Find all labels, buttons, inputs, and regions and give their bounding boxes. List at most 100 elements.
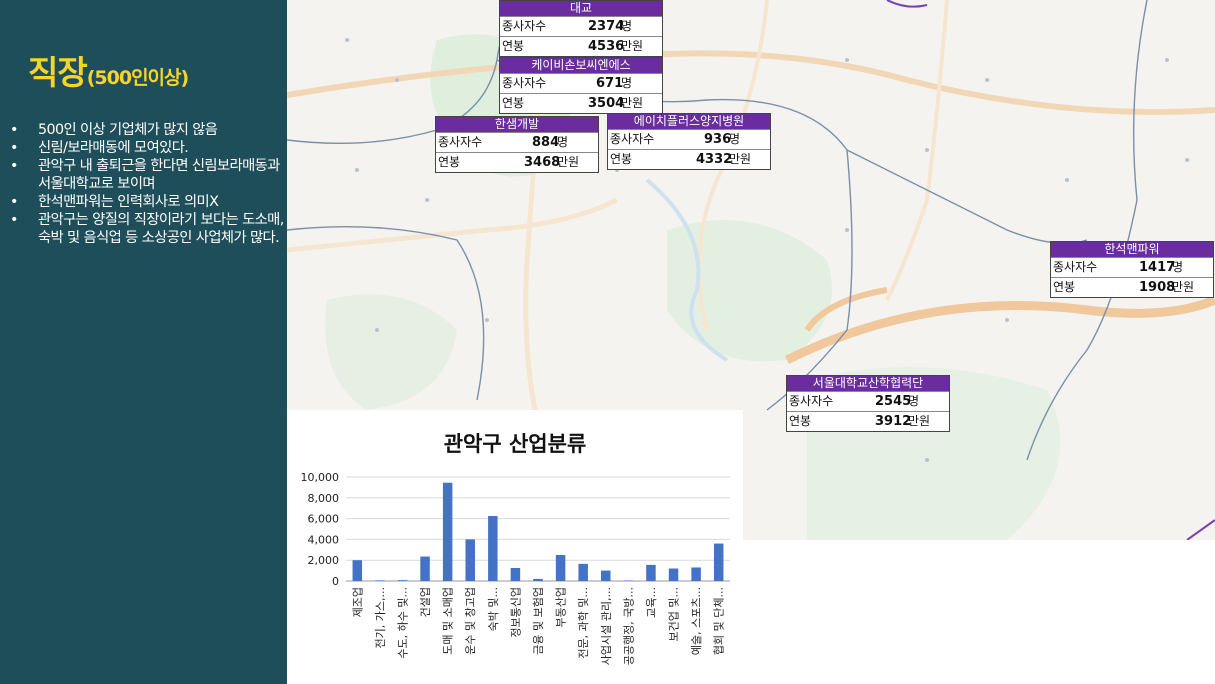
bar bbox=[713, 543, 724, 581]
company-box-hanseok[interactable]: 한석맨파워 종사자수 1417 명 연봉 1908 만원 bbox=[1050, 241, 1214, 298]
x-tick-label: 수도, 하수 및... bbox=[395, 587, 409, 659]
industry-chart: 관악구 산업분류 0 2,000 4,000 6,000 8,000 10,000 제조업 전… bbox=[287, 410, 743, 684]
y-tick-label: 0 bbox=[332, 575, 339, 588]
x-tick-label: 전문, 과학 및... bbox=[577, 587, 590, 659]
y-tick-label: 10,000 bbox=[301, 471, 340, 484]
bar bbox=[623, 580, 634, 581]
employees-value: 884 bbox=[532, 135, 560, 150]
y-tick-label: 2,000 bbox=[308, 554, 340, 567]
y-tick-label: 4,000 bbox=[308, 533, 340, 546]
salary-value: 3504 bbox=[588, 96, 625, 111]
employees-label: 종사자수 bbox=[502, 19, 547, 33]
employees-value: 671 bbox=[596, 76, 624, 91]
company-name: 대교 bbox=[500, 1, 662, 16]
x-tick-label: 정보통신업 bbox=[509, 587, 522, 638]
bullet-text: 신림/보라매동에 모여있다. bbox=[38, 140, 189, 156]
company-box-daekyo[interactable]: 대교 종사자수 2374 명 연봉 4536 만원 bbox=[499, 0, 663, 57]
bar bbox=[442, 482, 453, 581]
x-tick-label: 도매 및 소매업 bbox=[442, 587, 455, 655]
park-area bbox=[325, 294, 457, 410]
company-box-snu[interactable]: 서울대학교산학협력단 종사자수 2545 명 연봉 3912 만원 bbox=[786, 375, 950, 432]
bar bbox=[488, 516, 498, 581]
x-tick-label: 사업시설 관리,... bbox=[600, 587, 613, 665]
employees-row: 종사자수 936 명 bbox=[608, 129, 770, 149]
x-tick-label: 협회 및 단체... bbox=[713, 587, 726, 655]
x-tick-label: 운수 및 창고업 bbox=[464, 587, 477, 655]
bar bbox=[510, 568, 521, 581]
chart-svg: 0 2,000 4,000 6,000 8,000 10,000 제조업 전기, 가스,...… bbox=[301, 471, 730, 665]
bar bbox=[420, 556, 430, 581]
district-boundary bbox=[287, 225, 485, 401]
salary-value: 3468 bbox=[524, 155, 561, 170]
bar bbox=[555, 555, 566, 581]
person-unit: 명 bbox=[621, 19, 633, 33]
bullet-dot: • bbox=[10, 140, 18, 156]
bar bbox=[691, 567, 701, 581]
y-tick-label: 8,000 bbox=[308, 492, 340, 505]
bullet-text: 관악구 내 출퇴근을 한다면 신림보라매동과 서울대학교로 보이며 bbox=[38, 158, 280, 192]
company-box-hplus[interactable]: 에이치플러스양지병원 종사자수 936 명 연봉 4332 만원 bbox=[607, 113, 771, 170]
salary-row: 연봉 3468 만원 bbox=[436, 152, 598, 172]
employees-row: 종사자수 2374 명 bbox=[500, 16, 662, 36]
salary-row: 연봉 4332 만원 bbox=[608, 149, 770, 169]
x-tick-label: 교육... bbox=[645, 587, 658, 618]
employees-row: 종사자수 671 명 bbox=[500, 73, 662, 93]
district-outline bbox=[886, 0, 928, 8]
salary-row: 연봉 4536 만원 bbox=[500, 36, 662, 56]
company-name: 에이치플러스양지병원 bbox=[608, 114, 770, 129]
bullet-dot: • bbox=[10, 158, 18, 174]
bar bbox=[397, 580, 408, 581]
person-unit: 명 bbox=[729, 132, 741, 146]
salary-value: 4536 bbox=[588, 39, 625, 54]
bullet-item: • 500인 이상 기업체가 많지 않음 bbox=[10, 121, 285, 139]
company-name: 한샘개발 bbox=[436, 117, 598, 132]
salary-label: 연봉 bbox=[438, 155, 461, 169]
salary-unit: 만원 bbox=[621, 39, 644, 53]
bullet-item: • 한석맨파워는 인력회사로 의미X bbox=[10, 193, 285, 211]
stream bbox=[645, 178, 729, 362]
company-box-hanssem[interactable]: 한샘개발 종사자수 884 명 연봉 3468 만원 bbox=[435, 116, 599, 173]
bullet-dot: • bbox=[10, 194, 18, 210]
salary-unit: 만원 bbox=[557, 155, 580, 169]
salary-unit: 만원 bbox=[1172, 280, 1195, 294]
salary-unit: 만원 bbox=[729, 152, 752, 166]
x-tick-label: 예술, 스포츠... bbox=[690, 587, 703, 655]
employees-row: 종사자수 884 명 bbox=[436, 132, 598, 152]
company-box-kb[interactable]: 케이비손보씨엔에스 종사자수 671 명 연봉 3504 만원 bbox=[499, 57, 663, 114]
employees-row: 종사자수 2545 명 bbox=[787, 391, 949, 411]
park-area bbox=[667, 220, 832, 362]
map-road bbox=[287, 197, 619, 253]
map-road bbox=[885, 0, 949, 301]
person-unit: 명 bbox=[1172, 260, 1184, 274]
salary-unit: 만원 bbox=[908, 414, 931, 428]
bar bbox=[465, 539, 475, 581]
salary-label: 연봉 bbox=[1053, 280, 1076, 294]
x-tick-label: 금융 및 보험업 bbox=[532, 587, 545, 655]
left-panel: 직장(500인이상) • 500인 이상 기업체가 많지 않음 • 신림/보라매동에… bbox=[0, 0, 287, 684]
salary-label: 연봉 bbox=[502, 96, 525, 110]
bullet-list: • 500인 이상 기업체가 많지 않음 • 신림/보라매동에 모여있다. • 관악구… bbox=[10, 121, 285, 247]
salary-row: 연봉 1908 만원 bbox=[1051, 277, 1213, 297]
bullet-item: • 관악구는 양질의 직장이라기 보다는 도소매,숙박 및 음식업 등 소상공인 … bbox=[10, 211, 285, 247]
x-tick-label: 숙박 및... bbox=[487, 587, 500, 631]
bar bbox=[668, 568, 679, 581]
employees-label: 종사자수 bbox=[502, 76, 547, 90]
title-main: 직장 bbox=[28, 53, 88, 92]
district-boundary bbox=[846, 149, 1088, 244]
salary-row: 연봉 3912 만원 bbox=[787, 411, 949, 431]
employees-row: 종사자수 1417 명 bbox=[1051, 257, 1213, 277]
bar bbox=[375, 580, 385, 581]
salary-value: 3912 bbox=[875, 414, 912, 429]
employees-value: 936 bbox=[704, 132, 732, 147]
bar bbox=[352, 560, 363, 581]
bullet-text: 관악구는 양질의 직장이라기 보다는 도소매,숙박 및 음식업 등 소상공인 사… bbox=[38, 212, 284, 246]
salary-label: 연봉 bbox=[789, 414, 812, 428]
x-tick-label: 보건업 및... bbox=[668, 587, 681, 641]
bar bbox=[578, 563, 588, 581]
bullet-dot: • bbox=[10, 212, 18, 228]
company-name: 한석맨파워 bbox=[1051, 242, 1213, 257]
person-unit: 명 bbox=[908, 394, 920, 408]
salary-unit: 만원 bbox=[621, 96, 644, 110]
x-tick-label: 전기, 가스,... bbox=[374, 587, 387, 648]
employees-value: 2545 bbox=[875, 394, 912, 409]
